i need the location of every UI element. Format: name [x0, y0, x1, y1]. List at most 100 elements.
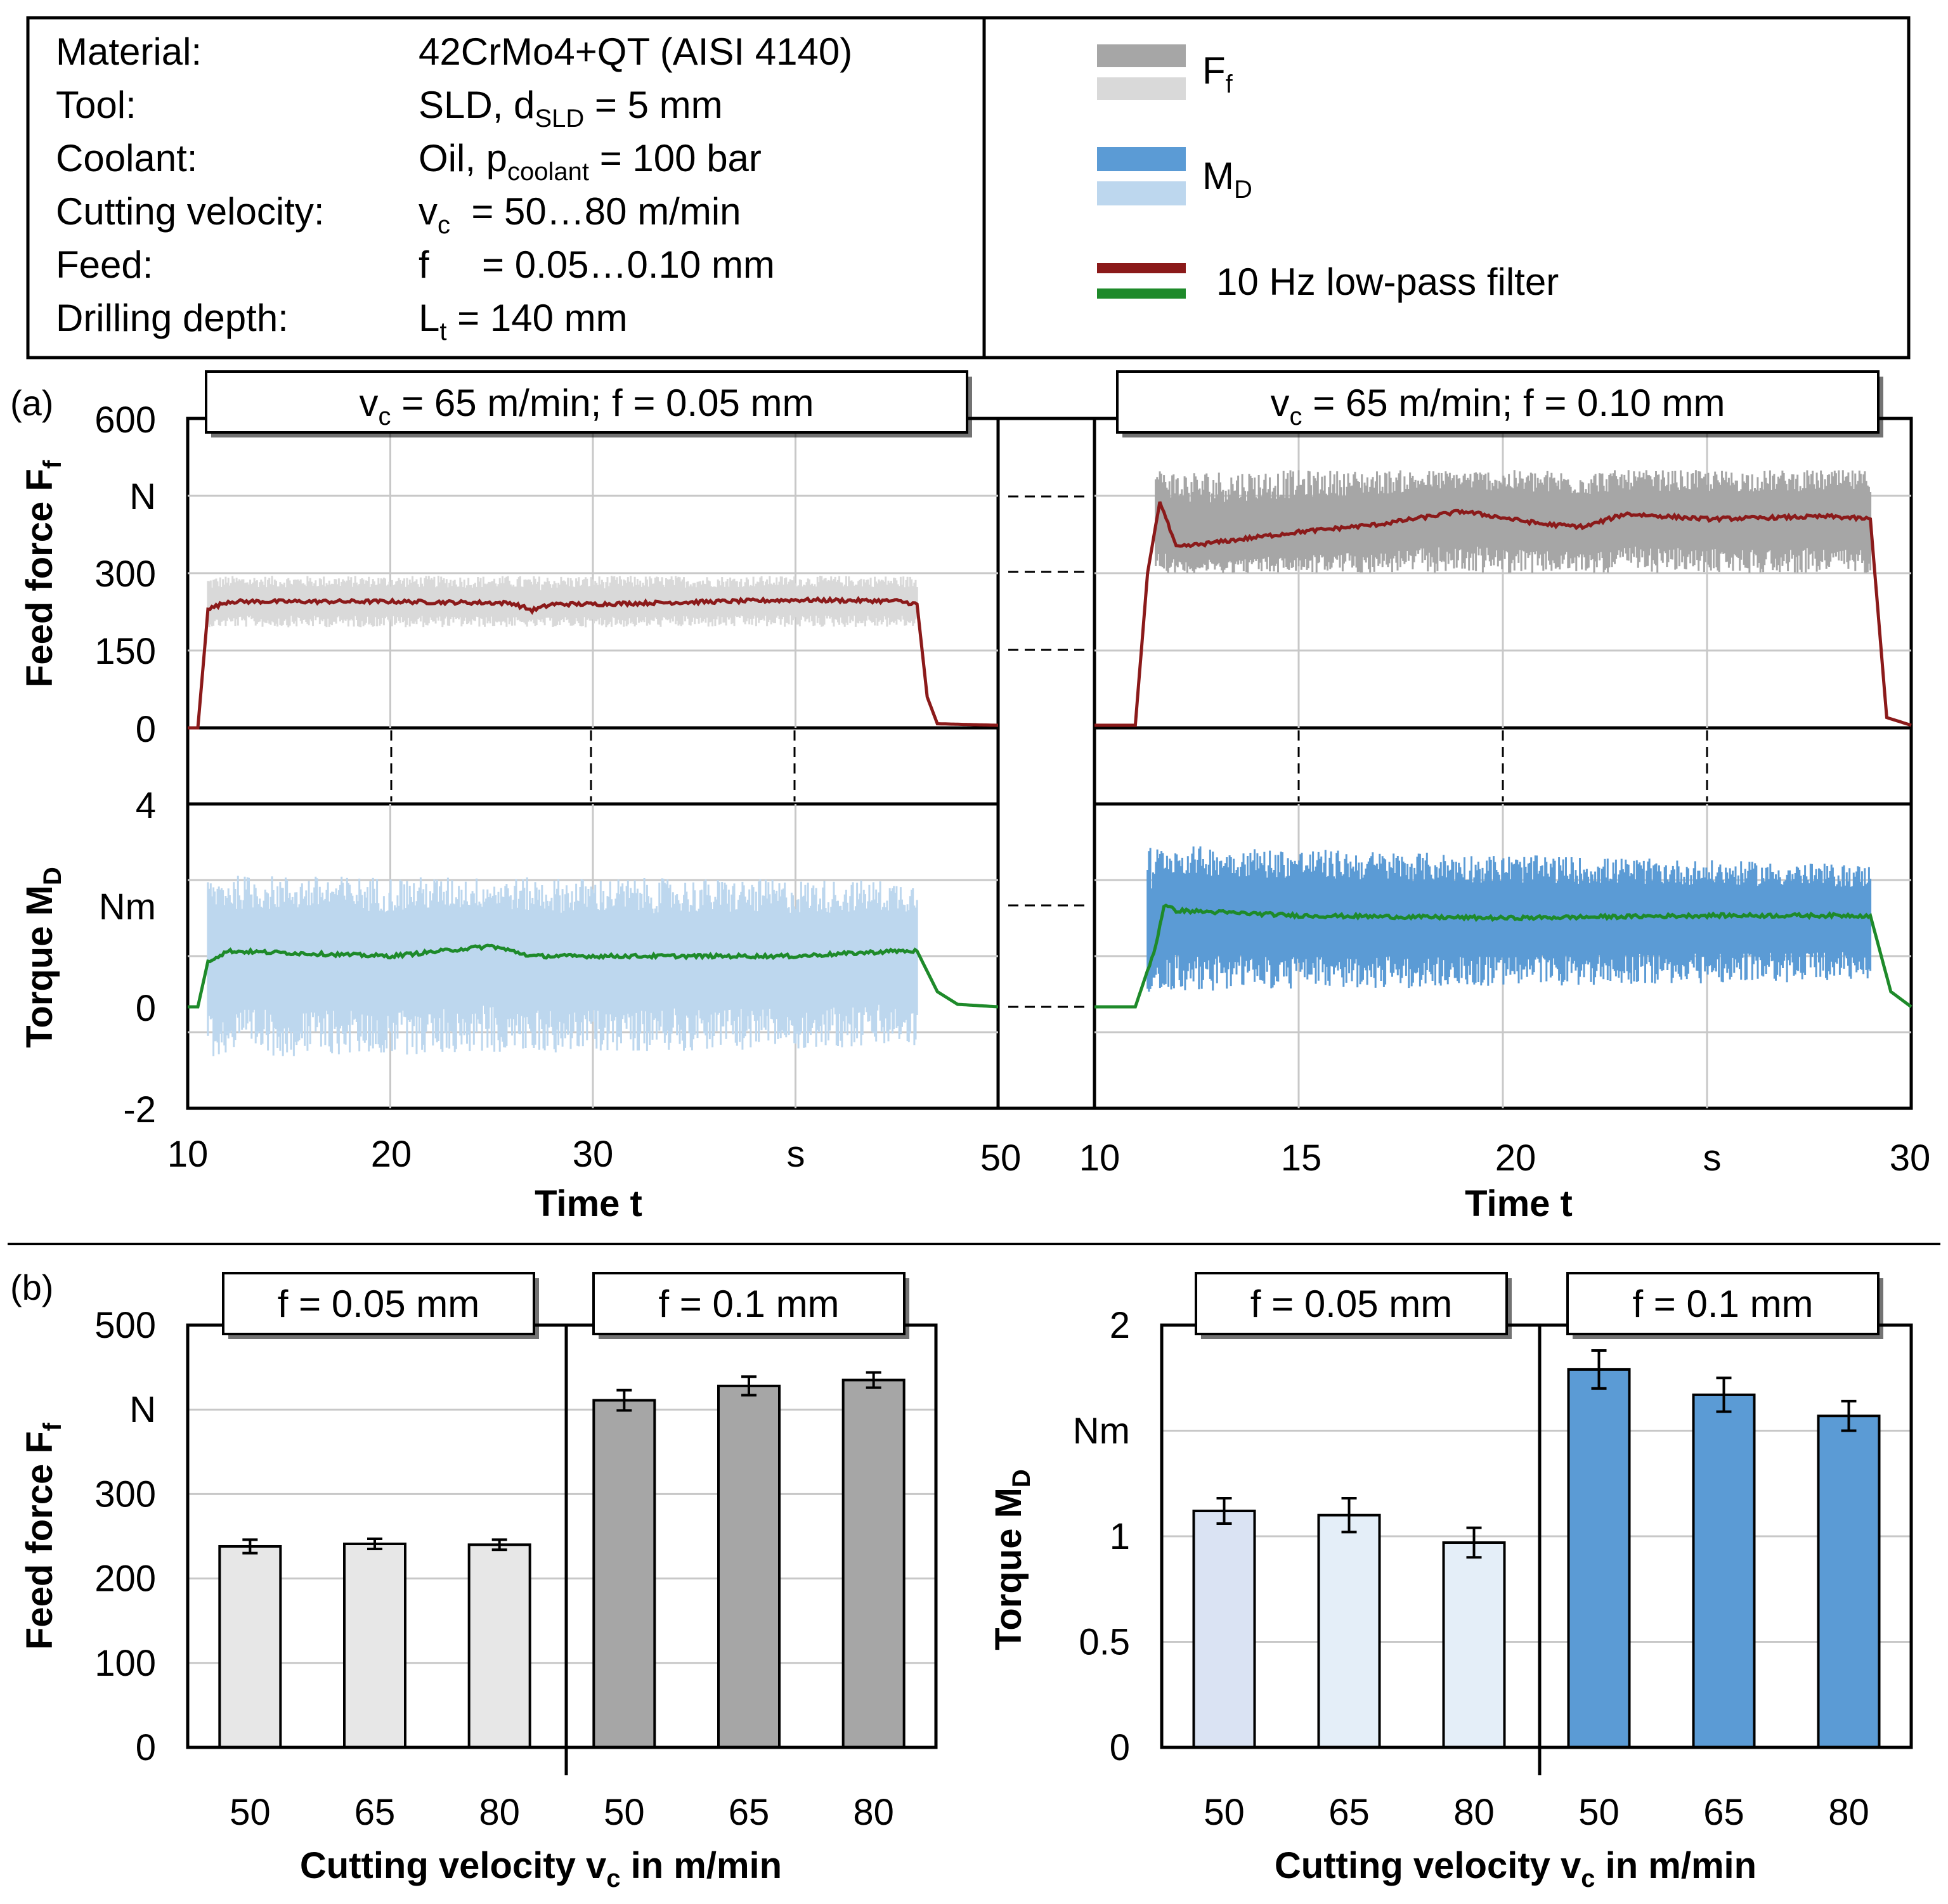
torque-bar-2: [1442, 1541, 1506, 1749]
time-right-axis-title: Time t: [1465, 1183, 1573, 1224]
torque-bar-0: [1192, 1510, 1256, 1749]
panel-a-right-title-box: [1116, 370, 1880, 434]
force-axis-title: Feed force Ff: [19, 460, 67, 687]
torque-ytick-2: 1: [1110, 1516, 1130, 1557]
legend-swatch-ff-dark: [1097, 44, 1186, 67]
time-right-tick-30: 30: [1890, 1137, 1931, 1179]
legend-swatch-md-light: [1097, 181, 1186, 205]
bar-force-xlabel: Cutting velocity vc in m/min: [300, 1845, 782, 1893]
velocity-label: Cutting velocity:: [56, 190, 325, 233]
feed-label: Feed:: [56, 243, 153, 286]
torque-xtick-4: 65: [1703, 1792, 1744, 1833]
force-ytick-2: 200: [94, 1558, 156, 1600]
torque-ytick-0: 0: [1110, 1727, 1130, 1768]
bar-chart-torque-frame: [1160, 1323, 1913, 1749]
torque-bar-4: [1692, 1393, 1756, 1749]
force-xtick-5: 80: [853, 1792, 894, 1833]
force-group2-box: [592, 1272, 906, 1335]
time-right-tick-20: 20: [1495, 1137, 1536, 1179]
force-xtick-2: 80: [479, 1792, 520, 1833]
material-label: Material:: [56, 30, 202, 73]
force-bar-0: [218, 1545, 282, 1749]
time-left-tick-30: 30: [573, 1134, 614, 1175]
panel-a-left-title: vc = 65 m/min; f = 0.05 mm: [360, 382, 814, 431]
panel-a-traces: [188, 470, 1912, 1056]
torque-group1-box: [1195, 1272, 1508, 1335]
force-ytick-4: N: [129, 1389, 156, 1430]
panel-a-label: (a): [10, 383, 53, 423]
bar-force-axis-title: Feed force Ff: [19, 1422, 67, 1650]
info-box: Material: 42CrMo4+QT (AISI 4140) Tool: S…: [26, 16, 1911, 359]
force-tick-unit: N: [129, 476, 156, 517]
bar-chart-force: 0 100 200 300 N 500 50 65 80 50 65 80: [94, 1305, 936, 1833]
raw-band-left-torque: [207, 876, 918, 1056]
torque-ytick-3: Nm: [1073, 1411, 1130, 1452]
torque-bar-3: [1567, 1368, 1631, 1749]
force-bar-3: [592, 1399, 656, 1749]
torque-tick-neg2: -2: [123, 1089, 156, 1130]
depth-value: Lt = 140 mm: [419, 297, 628, 346]
legend-filter-label: 10 Hz low-pass filter: [1216, 261, 1559, 303]
force-group1-box: [222, 1272, 535, 1335]
torque-xtick-5: 80: [1828, 1792, 1869, 1833]
time-left-tick-50: 50: [980, 1137, 1022, 1179]
tool-label: Tool:: [56, 84, 136, 126]
filtered-line-left-force: [188, 595, 998, 730]
torque-tick-4: 4: [136, 785, 156, 826]
panel-a-frame: [186, 417, 1913, 1110]
torque-ytick-4: 2: [1110, 1305, 1130, 1346]
torque-tick-0: 0: [136, 988, 156, 1029]
panel-a-right-title: vc = 65 m/min; f = 0.10 mm: [1271, 382, 1725, 431]
force-bar-1: [343, 1542, 406, 1749]
panel-a: (a) vc = 65 m/min; f = 0.05 mm: [10, 370, 1931, 1224]
torque-xtick-2: 80: [1453, 1792, 1495, 1833]
legend-ff-label: Ff: [1202, 49, 1233, 98]
material-value: 42CrMo4+QT (AISI 4140): [419, 30, 852, 73]
time-left-tick-20: 20: [371, 1134, 412, 1175]
panel-b: (b) 0 100 200 300 N 500 50 65 80 50 65 80 f = 0.05 …: [10, 1267, 1913, 1893]
force-ytick-3: 300: [94, 1473, 156, 1515]
force-bar-5: [841, 1378, 906, 1749]
legend-frame: [982, 16, 1911, 359]
time-right-tick-15: 15: [1281, 1137, 1322, 1179]
force-ytick-5: 500: [94, 1305, 156, 1346]
force-xtick-3: 50: [604, 1792, 645, 1833]
torque-group1-label: f = 0.05 mm: [1250, 1283, 1452, 1325]
force-xtick-1: 65: [354, 1792, 396, 1833]
torque-ytick-1: 0.5: [1079, 1622, 1130, 1663]
tool-value: SLD, dSLD = 5 mm: [419, 84, 723, 133]
coolant-label: Coolant:: [56, 137, 197, 179]
time-left-tick-10: 10: [167, 1134, 209, 1175]
force-ytick-1: 100: [94, 1643, 156, 1684]
torque-bar-5: [1817, 1415, 1881, 1749]
filtered-line-left-torque: [188, 943, 999, 1009]
time-right-tick-10: 10: [1079, 1137, 1120, 1179]
bar-chart-torque: 0 0.5 1 Nm 2 50 65 80 50 65 80: [1073, 1305, 1911, 1833]
force-xtick-4: 65: [729, 1792, 770, 1833]
filtered-line-right-force: [1094, 501, 1912, 727]
force-group1-label: f = 0.05 mm: [278, 1283, 479, 1325]
depth-label: Drilling depth:: [56, 297, 289, 339]
bar-torque-xlabel: Cutting velocity vc in m/min: [1275, 1845, 1756, 1893]
filtered-line-right-torque: [1094, 903, 1912, 1009]
legend-swatch-filter-green: [1097, 288, 1186, 299]
torque-bar-1: [1317, 1513, 1381, 1749]
force-group2-label: f = 0.1 mm: [658, 1283, 839, 1325]
bar-torque-axis-title: Torque MD: [988, 1469, 1036, 1650]
force-tick-0: 0: [136, 709, 156, 750]
coolant-value: Oil, pcoolant = 100 bar: [419, 137, 762, 186]
panel-b-label: (b): [10, 1267, 53, 1307]
force-bar-4: [717, 1384, 781, 1749]
force-xtick-0: 50: [230, 1792, 271, 1833]
torque-axis-title: Torque MD: [19, 867, 67, 1048]
force-tick-150: 150: [94, 631, 156, 672]
torque-group2-label: f = 0.1 mm: [1632, 1283, 1813, 1325]
torque-tick-unit: Nm: [99, 886, 156, 928]
bar-chart-force-frame: [186, 1323, 938, 1749]
torque-group2-box: [1566, 1272, 1880, 1335]
torque-xtick-1: 65: [1328, 1792, 1370, 1833]
panel-a-left-title-box: [205, 370, 968, 434]
legend-swatch-filter-red: [1097, 263, 1186, 273]
torque-xtick-3: 50: [1578, 1792, 1620, 1833]
legend-swatch-md-dark: [1097, 147, 1186, 171]
